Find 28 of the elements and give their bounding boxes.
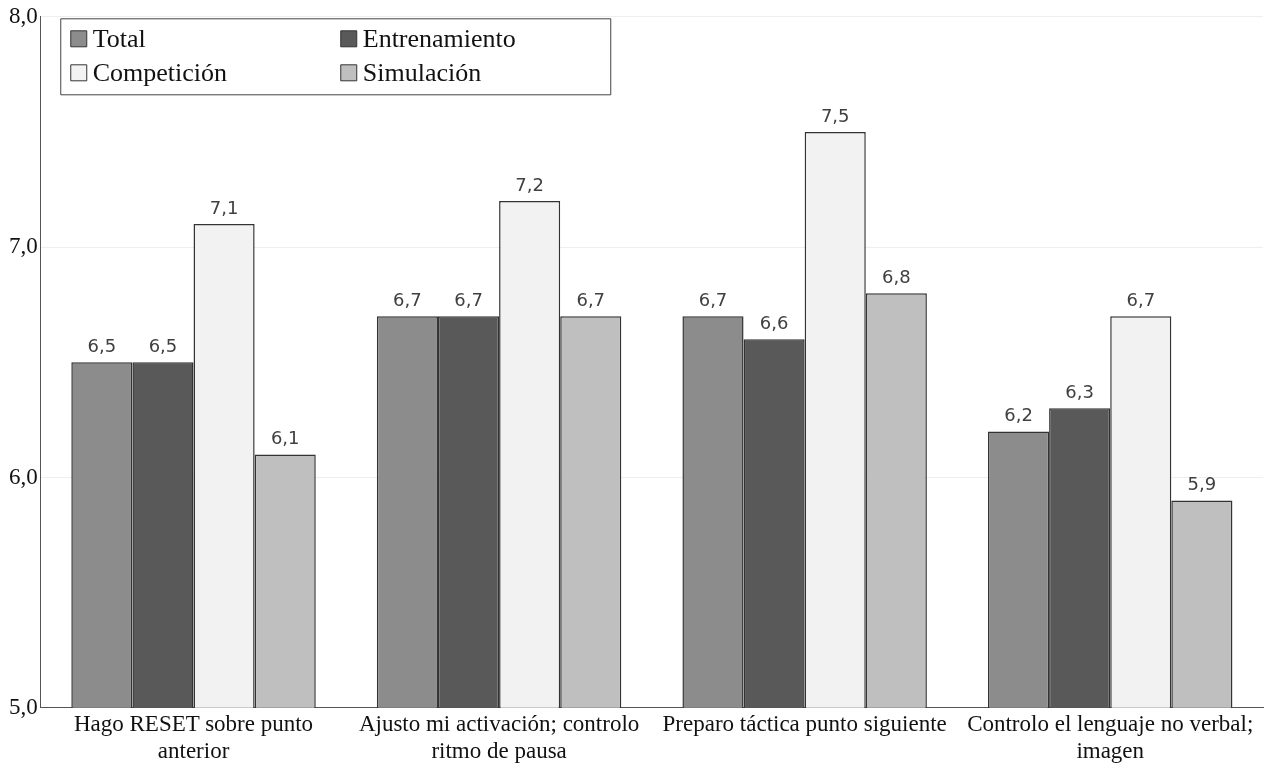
data-label: 7,5	[820, 104, 850, 126]
data-label: 5,9	[1187, 473, 1217, 495]
legend-label: Simulación	[362, 57, 482, 87]
legend-label: Entrenamiento	[362, 23, 516, 53]
y-tick-label: 6,0	[9, 463, 38, 489]
x-tick-label: Preparo táctica punto siguiente	[662, 710, 947, 736]
y-tick-label: 5,0	[9, 693, 38, 719]
data-label: 6,7	[576, 288, 606, 310]
data-label: 6,7	[698, 288, 728, 310]
data-label: 6,5	[148, 334, 178, 356]
data-label: 6,7	[454, 288, 483, 310]
y-tick-label: 8,0	[9, 2, 38, 28]
data-label: 6,8	[882, 265, 911, 287]
data-label: 6,3	[1065, 381, 1094, 403]
data-label: 6,7	[393, 288, 422, 310]
x-tick-label: Hago RESET sobre punto anterior	[73, 710, 314, 764]
x-tick-label: Controlo el lenguaje no verbal; imagen	[967, 710, 1254, 764]
data-label: 6,7	[1126, 288, 1156, 310]
data-label: 6,1	[270, 427, 300, 449]
data-label: 6,2	[1004, 404, 1033, 426]
data-label: 7,1	[209, 196, 239, 218]
x-tick-label: Ajusto mi activación; controlo ritmo de pausa	[358, 710, 640, 764]
data-label: 6,5	[87, 334, 117, 356]
legend-label: Total	[92, 23, 146, 53]
y-tick-label: 7,0	[9, 233, 38, 259]
data-label: 7,2	[515, 173, 544, 195]
data-label: 6,6	[759, 311, 789, 333]
legend-label: Competición	[92, 57, 228, 87]
